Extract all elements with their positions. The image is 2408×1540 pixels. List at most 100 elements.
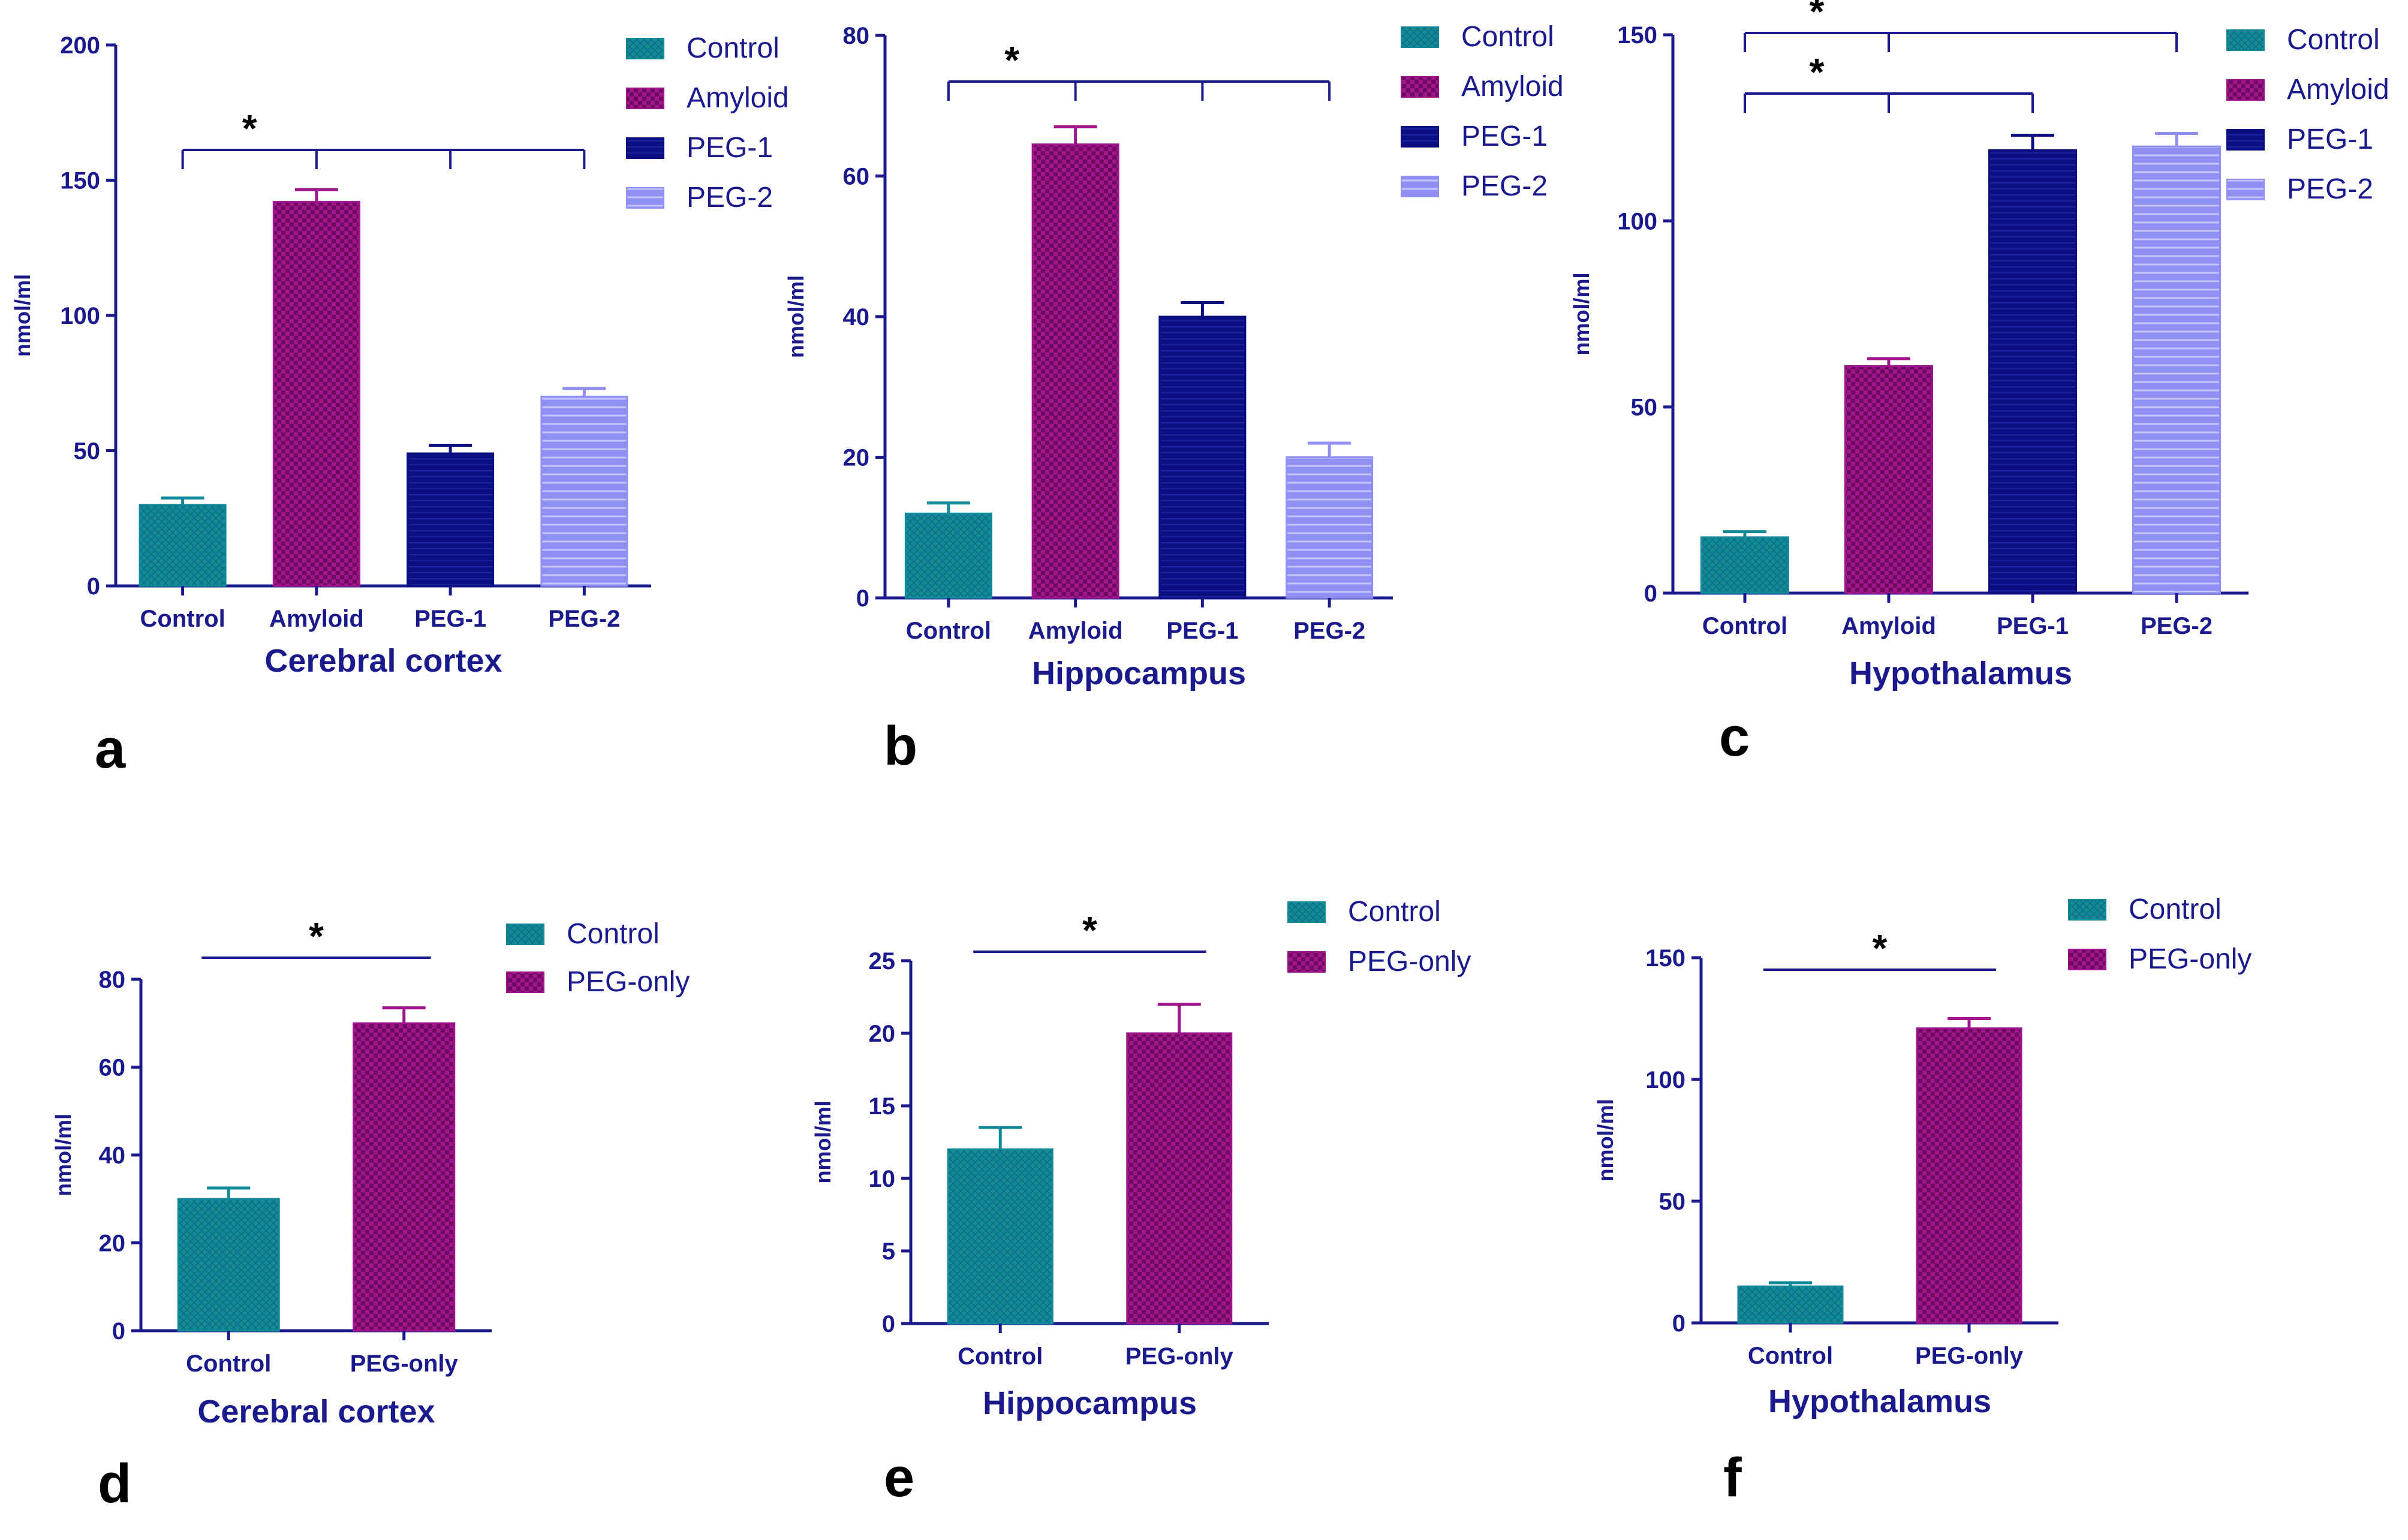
bar-peg-2 [1286,456,1374,599]
chart-panel-a: 0 50 100 150 200 nmol/ml Control Amyloid PEG-1 PE… [10,32,789,780]
y-tick-label: 0 [1672,1310,1685,1337]
y-tick-label: 60 [99,1055,126,1081]
legend-swatch-peg-only [1287,951,1326,973]
x-tick-label: Control [1702,613,1787,639]
bar-peg-only [1916,1027,2022,1324]
chart-title: Hypothalamus [1768,1383,1991,1419]
x-tick-label: PEG-2 [2141,613,2213,639]
x-tick-label: Amyloid [1028,618,1123,644]
chart-panel-c: 0 50 100 150 nmol/ml Control Amyloid PEG-1 PEG-2… [1569,0,2389,768]
y-tick-label: 100 [60,303,100,329]
legend-label-peg-1: PEG-1 [2287,124,2373,155]
chart-title: Cerebral cortex [264,643,502,679]
y-tick-label: 0 [856,585,869,612]
legend-label-control: Control [1348,896,1441,928]
legend-label-peg-1: PEG-1 [1461,121,1548,152]
legend-swatch-amyloid [1401,76,1439,98]
legend-swatch-peg-2 [2226,179,2265,200]
panel-letter: b [884,715,917,777]
y-tick-label: 20 [869,1021,896,1047]
panel-letter: e [884,1447,914,1508]
y-tick-label: 0 [882,1311,895,1337]
legend-swatch-amyloid [626,88,664,109]
chart-title: Cerebral cortex [197,1394,435,1430]
legend-swatch-peg-1 [2226,129,2265,151]
significance-star: * [1810,50,1825,94]
chart-title: Hypothalamus [1849,655,2072,691]
significance-star: * [1082,909,1097,952]
bar-peg-1 [1988,149,2077,594]
legend-label-control: Control [687,32,779,64]
legend-label-control: Control [1461,21,1554,53]
legend-label-amyloid: Amyloid [1461,71,1564,103]
bar-peg-2 [2132,145,2221,594]
bar-peg-only [1126,1032,1233,1325]
legend-label-peg-only: PEG-only [2129,943,2252,975]
y-tick-label: 50 [1631,395,1658,421]
bar-control [139,504,227,587]
legend-label-peg-only: PEG-only [567,966,690,998]
x-tick-label: Control [906,618,991,644]
y-tick-label: 20 [99,1231,126,1257]
y-axis-label: nmol/ml [51,1114,76,1196]
y-tick-label: 5 [882,1238,895,1265]
legend-swatch-peg-only [506,971,544,993]
legend-label-control: Control [2129,894,2222,925]
y-tick-label: 50 [1659,1189,1686,1215]
chart-panel-e: 0 5 10 15 20 25 nmol/ml Control PEG-only * Control… [811,896,1471,1508]
y-axis-label: nmol/ml [784,275,808,358]
panel-letter: d [98,1453,131,1514]
x-tick-label: Amyloid [269,606,364,632]
y-tick-label: 200 [60,32,100,59]
x-tick-label: PEG-1 [1997,613,2069,639]
y-tick-label: 80 [843,23,870,49]
legend-label-peg-2: PEG-2 [687,182,773,213]
panel-letter: f [1723,1447,1742,1508]
legend-label-peg-2: PEG-2 [2287,173,2373,205]
x-tick-label: PEG-only [350,1350,459,1377]
legend-swatch-control [506,924,544,945]
legend-swatch-peg-1 [626,137,664,159]
x-tick-label: Control [186,1350,271,1377]
x-tick-label: PEG-2 [1293,618,1365,644]
legend-swatch-peg-2 [1401,176,1439,197]
legend-swatch-control [626,38,664,59]
legend-label-amyloid: Amyloid [687,82,789,114]
y-tick-label: 40 [843,304,870,330]
legend-label-control: Control [2287,24,2380,56]
chart-panel-f: 0 50 100 150 nmol/ml Control PEG-only * Control P… [1593,894,2252,1508]
y-tick-label: 150 [1617,22,1657,49]
x-tick-label: PEG-only [1915,1343,2024,1369]
significance-star: * [242,107,257,150]
significance-star: * [1873,927,1888,970]
bar-peg-only [353,1022,456,1332]
y-tick-label: 50 [74,438,101,465]
legend-swatch-peg-2 [626,187,664,209]
y-tick-label: 15 [869,1093,896,1120]
bar-amyloid [272,201,360,587]
x-tick-label: PEG-only [1125,1343,1234,1370]
y-tick-label: 0 [1644,580,1657,607]
legend-label-amyloid: Amyloid [2287,74,2389,106]
y-tick-label: 100 [1617,208,1657,234]
chart-panel-d: 0 20 40 60 80 nmol/ml Control PEG-only * Control P… [51,915,690,1514]
y-tick-label: 40 [99,1142,126,1169]
y-tick-label: 0 [112,1318,125,1345]
y-tick-label: 150 [1645,945,1685,971]
legend-swatch-control [1287,901,1326,923]
significance-star: * [1810,0,1825,33]
legend-label-peg-2: PEG-2 [1461,170,1548,202]
x-tick-label: Control [140,606,225,632]
x-tick-label: Amyloid [1841,613,1936,639]
x-tick-label: PEG-1 [1166,618,1238,644]
y-tick-label: 20 [843,445,870,471]
chart-panel-b: 0 20 40 60 80 nmol/ml Control Amyloid PEG-1 PEG-2… [784,21,1564,777]
y-tick-label: 150 [60,168,100,194]
legend-swatch-control [1401,26,1439,48]
y-axis-label: nmol/ml [1593,1099,1618,1181]
y-axis-label: nmol/ml [10,274,35,357]
x-tick-label: Control [958,1343,1043,1370]
significance-star: * [309,915,324,958]
legend-label-control: Control [567,918,660,950]
